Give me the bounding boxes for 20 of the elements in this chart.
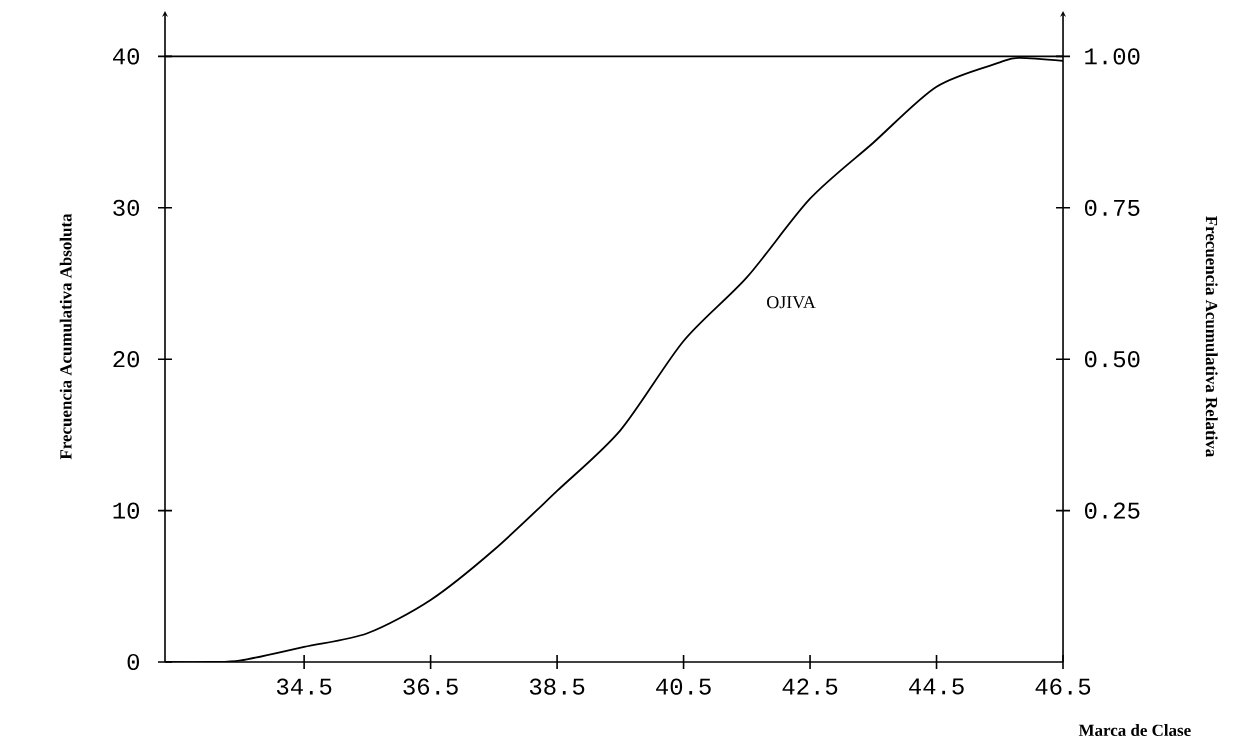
y-tick-label: 0 <box>127 653 140 671</box>
x-tick-label: 38.5 <box>529 678 585 695</box>
y2-tick-label: 0.75 <box>1085 199 1140 216</box>
x-tick-label: 44.5 <box>909 678 964 695</box>
x-tick-label: 34.5 <box>276 678 332 695</box>
x-tick-label: 40.5 <box>656 678 711 695</box>
y2-tick-label: 0.50 <box>1085 351 1140 368</box>
y-axis-title: Frecuencia Acumulativa Absoluta <box>59 213 72 460</box>
x-tick-label: 46.5 <box>1035 678 1091 695</box>
y2-tick-label: 0.25 <box>1085 502 1140 519</box>
y-tick-label: 40 <box>112 48 140 65</box>
x-tick-label: 42.5 <box>782 678 838 695</box>
x-tick-label: 36.5 <box>403 678 458 695</box>
y2-axis-title: Frecuencia Acumulativa Relativa <box>1205 216 1218 457</box>
series-label: OJIVA <box>767 296 816 309</box>
y-tick-label: 20 <box>113 351 140 368</box>
x-axis-title: Marca de Clase <box>1078 724 1191 737</box>
y2-tick-label: 1.00 <box>1085 48 1140 65</box>
y-tick-label: 10 <box>113 502 140 519</box>
y-tick-label: 30 <box>113 199 140 216</box>
